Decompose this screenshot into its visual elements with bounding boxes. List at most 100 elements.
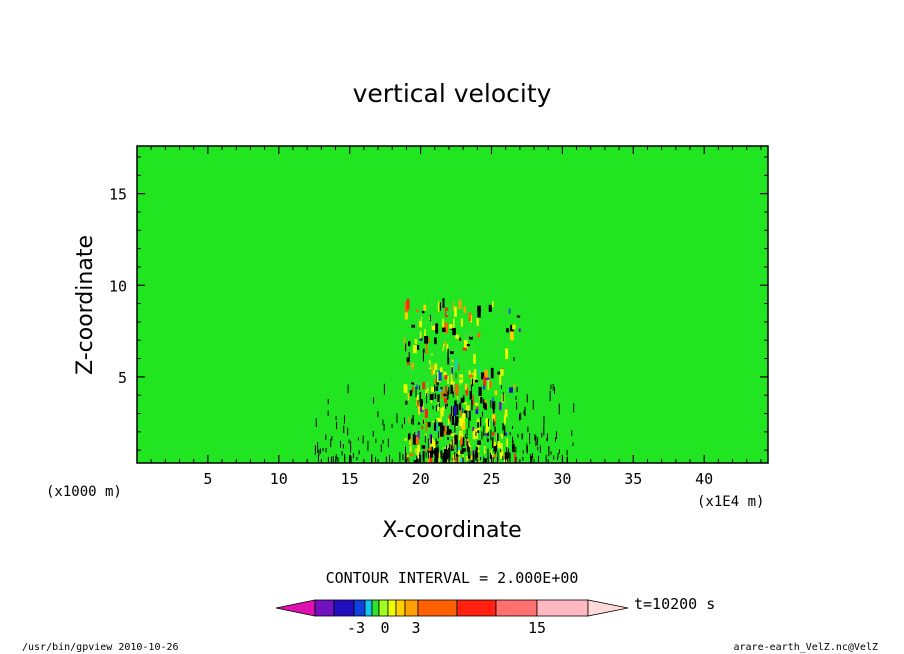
core-cell	[487, 436, 491, 439]
core-cell	[476, 447, 479, 458]
core-cell	[460, 398, 465, 403]
core-cell	[471, 343, 475, 353]
low-level-cell	[375, 438, 377, 443]
core-cell	[462, 437, 465, 447]
core-cell	[470, 440, 474, 446]
low-level-cell	[373, 397, 375, 404]
core-cell	[434, 447, 436, 456]
core-cell	[479, 365, 481, 375]
low-level-cell	[552, 383, 554, 391]
core-cell	[462, 448, 466, 453]
low-level-cell	[367, 440, 369, 451]
low-level-cell	[553, 386, 555, 394]
core-cell	[448, 330, 452, 333]
core-cell	[437, 301, 440, 312]
low-level-cell	[500, 385, 502, 390]
core-cell	[435, 456, 439, 463]
core-cell	[411, 362, 414, 370]
low-level-cell	[522, 456, 524, 461]
low-level-cell	[492, 456, 494, 463]
low-level-cell	[424, 435, 426, 443]
low-level-cell	[483, 398, 485, 407]
core-cell	[492, 432, 495, 436]
core-cell	[471, 377, 473, 388]
core-cell	[441, 389, 444, 399]
core-cell	[450, 433, 455, 437]
x-axis: 5 10 15 20 25 30 35 40	[150, 146, 762, 488]
colorbar-swatch	[536, 599, 589, 617]
core-cell	[514, 453, 516, 463]
low-level-cell	[314, 445, 316, 456]
low-level-cell	[571, 430, 573, 436]
plot-frame	[136, 145, 769, 464]
core-cell	[409, 435, 412, 445]
core-cell	[471, 372, 474, 376]
core-cell	[408, 367, 413, 377]
core-cell	[473, 354, 476, 364]
core-cell	[408, 417, 410, 423]
core-cell	[459, 402, 462, 411]
low-level-cell	[327, 410, 329, 416]
core-cell	[429, 314, 431, 322]
core-cell	[432, 453, 436, 462]
core-cell	[491, 414, 496, 422]
x-tick-label: 35	[624, 470, 642, 488]
core-cell	[513, 357, 515, 361]
low-level-cell	[430, 453, 432, 458]
low-level-cell	[520, 412, 522, 421]
core-cell	[463, 339, 468, 349]
low-level-cell	[506, 447, 508, 454]
colorbar-swatch	[495, 599, 538, 617]
low-level-cell	[534, 434, 536, 441]
low-level-cell	[452, 391, 454, 398]
y-axis-label: Z-coordinate	[73, 235, 98, 375]
core-cell	[419, 391, 422, 403]
low-level-cell	[383, 383, 385, 395]
low-level-cell	[497, 451, 499, 462]
low-level-cell	[572, 442, 574, 446]
core-cell	[454, 306, 457, 317]
core-cell	[435, 403, 438, 412]
core-cell	[477, 440, 481, 445]
core-cell	[428, 337, 430, 343]
low-level-cell	[475, 446, 477, 456]
low-level-cell	[545, 454, 547, 462]
core-cell	[415, 436, 419, 445]
core-cell	[469, 391, 473, 400]
low-level-cell	[465, 434, 467, 438]
core-cell	[504, 432, 508, 436]
core-cell	[465, 386, 469, 396]
core-cell	[500, 308, 505, 313]
low-level-cell	[347, 384, 349, 394]
core-cell	[483, 446, 486, 454]
low-level-cell	[408, 437, 410, 441]
low-level-cell	[419, 454, 421, 463]
positive-band	[17, 146, 23, 463]
low-level-cell	[372, 430, 374, 437]
low-level-cell	[448, 386, 450, 395]
core-cell	[450, 351, 454, 355]
core-cell	[410, 382, 415, 385]
core-cell	[419, 401, 424, 413]
core-cell	[510, 331, 514, 341]
core-cell	[444, 341, 446, 346]
colorbar-swatch	[456, 599, 497, 617]
low-level-cell	[437, 444, 439, 451]
core-cell	[484, 448, 489, 451]
low-level-cell	[466, 429, 468, 436]
core-cell	[496, 340, 501, 349]
core-cell	[490, 367, 494, 379]
low-level-cell	[482, 411, 484, 417]
core-cell	[422, 382, 425, 390]
core-cell	[500, 442, 503, 451]
low-level-cell	[515, 395, 517, 400]
core-cell	[477, 422, 480, 433]
low-level-cell	[380, 444, 382, 452]
low-level-cell	[417, 400, 419, 406]
x-axis-label: X-coordinate	[382, 518, 521, 543]
low-level-cell	[377, 411, 379, 418]
core-cell	[434, 393, 437, 400]
low-level-cell	[546, 437, 548, 442]
low-level-cell	[529, 440, 531, 445]
core-cell	[472, 426, 475, 433]
